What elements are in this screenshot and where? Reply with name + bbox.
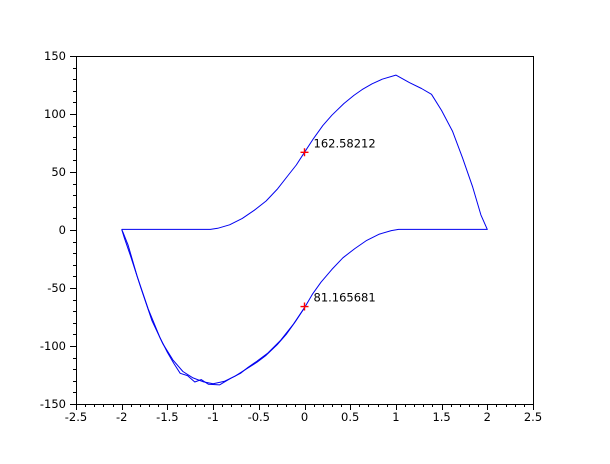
y-axis-tick-label: 100	[44, 107, 66, 121]
x-axis-tick-label: -2	[116, 410, 127, 424]
x-axis-tick-label: 0.5	[341, 410, 359, 424]
y-axis-tick-label: -150	[40, 397, 66, 411]
y-axis-tick-label: -100	[40, 339, 66, 353]
x-axis-tick-label: -1	[207, 410, 218, 424]
tick-labels: -2.5 -2 -1.5 -1 -0.5 0 0.5 1 1.5 2 2.5 150 100 50 0 -50…	[40, 49, 542, 424]
x-axis-tick-label: 1.5	[432, 410, 450, 424]
datatip-label[interactable]: 81.165681	[314, 291, 376, 305]
series-line-hysteresis-loop-cycle-1	[121, 74, 488, 385]
x-axis-tick-label: 2	[484, 410, 491, 424]
datatip-marker[interactable]	[300, 148, 309, 157]
x-axis-tick-label: 1	[392, 410, 399, 424]
y-axis-tick-label: 150	[44, 49, 66, 63]
datatip-label[interactable]: 162.58212	[314, 136, 376, 150]
x-axis-tick-label: 2.5	[524, 410, 542, 424]
datatip-marker[interactable]	[300, 302, 309, 311]
y-axis-tick-label: -50	[47, 281, 66, 295]
y-axis-tick-label: 50	[51, 165, 66, 179]
x-axis-tick-label: -0.5	[248, 410, 270, 424]
plot-frame	[76, 56, 534, 405]
x-axis-tick-label: -1.5	[156, 410, 178, 424]
x-axis-tick-label: 0	[301, 410, 308, 424]
y-axis-tick-label: 0	[59, 223, 66, 237]
x-axis-tick-label: -2.5	[65, 410, 87, 424]
axes	[70, 56, 534, 410]
series-line-hysteresis-loop-cycle-2	[121, 229, 305, 386]
